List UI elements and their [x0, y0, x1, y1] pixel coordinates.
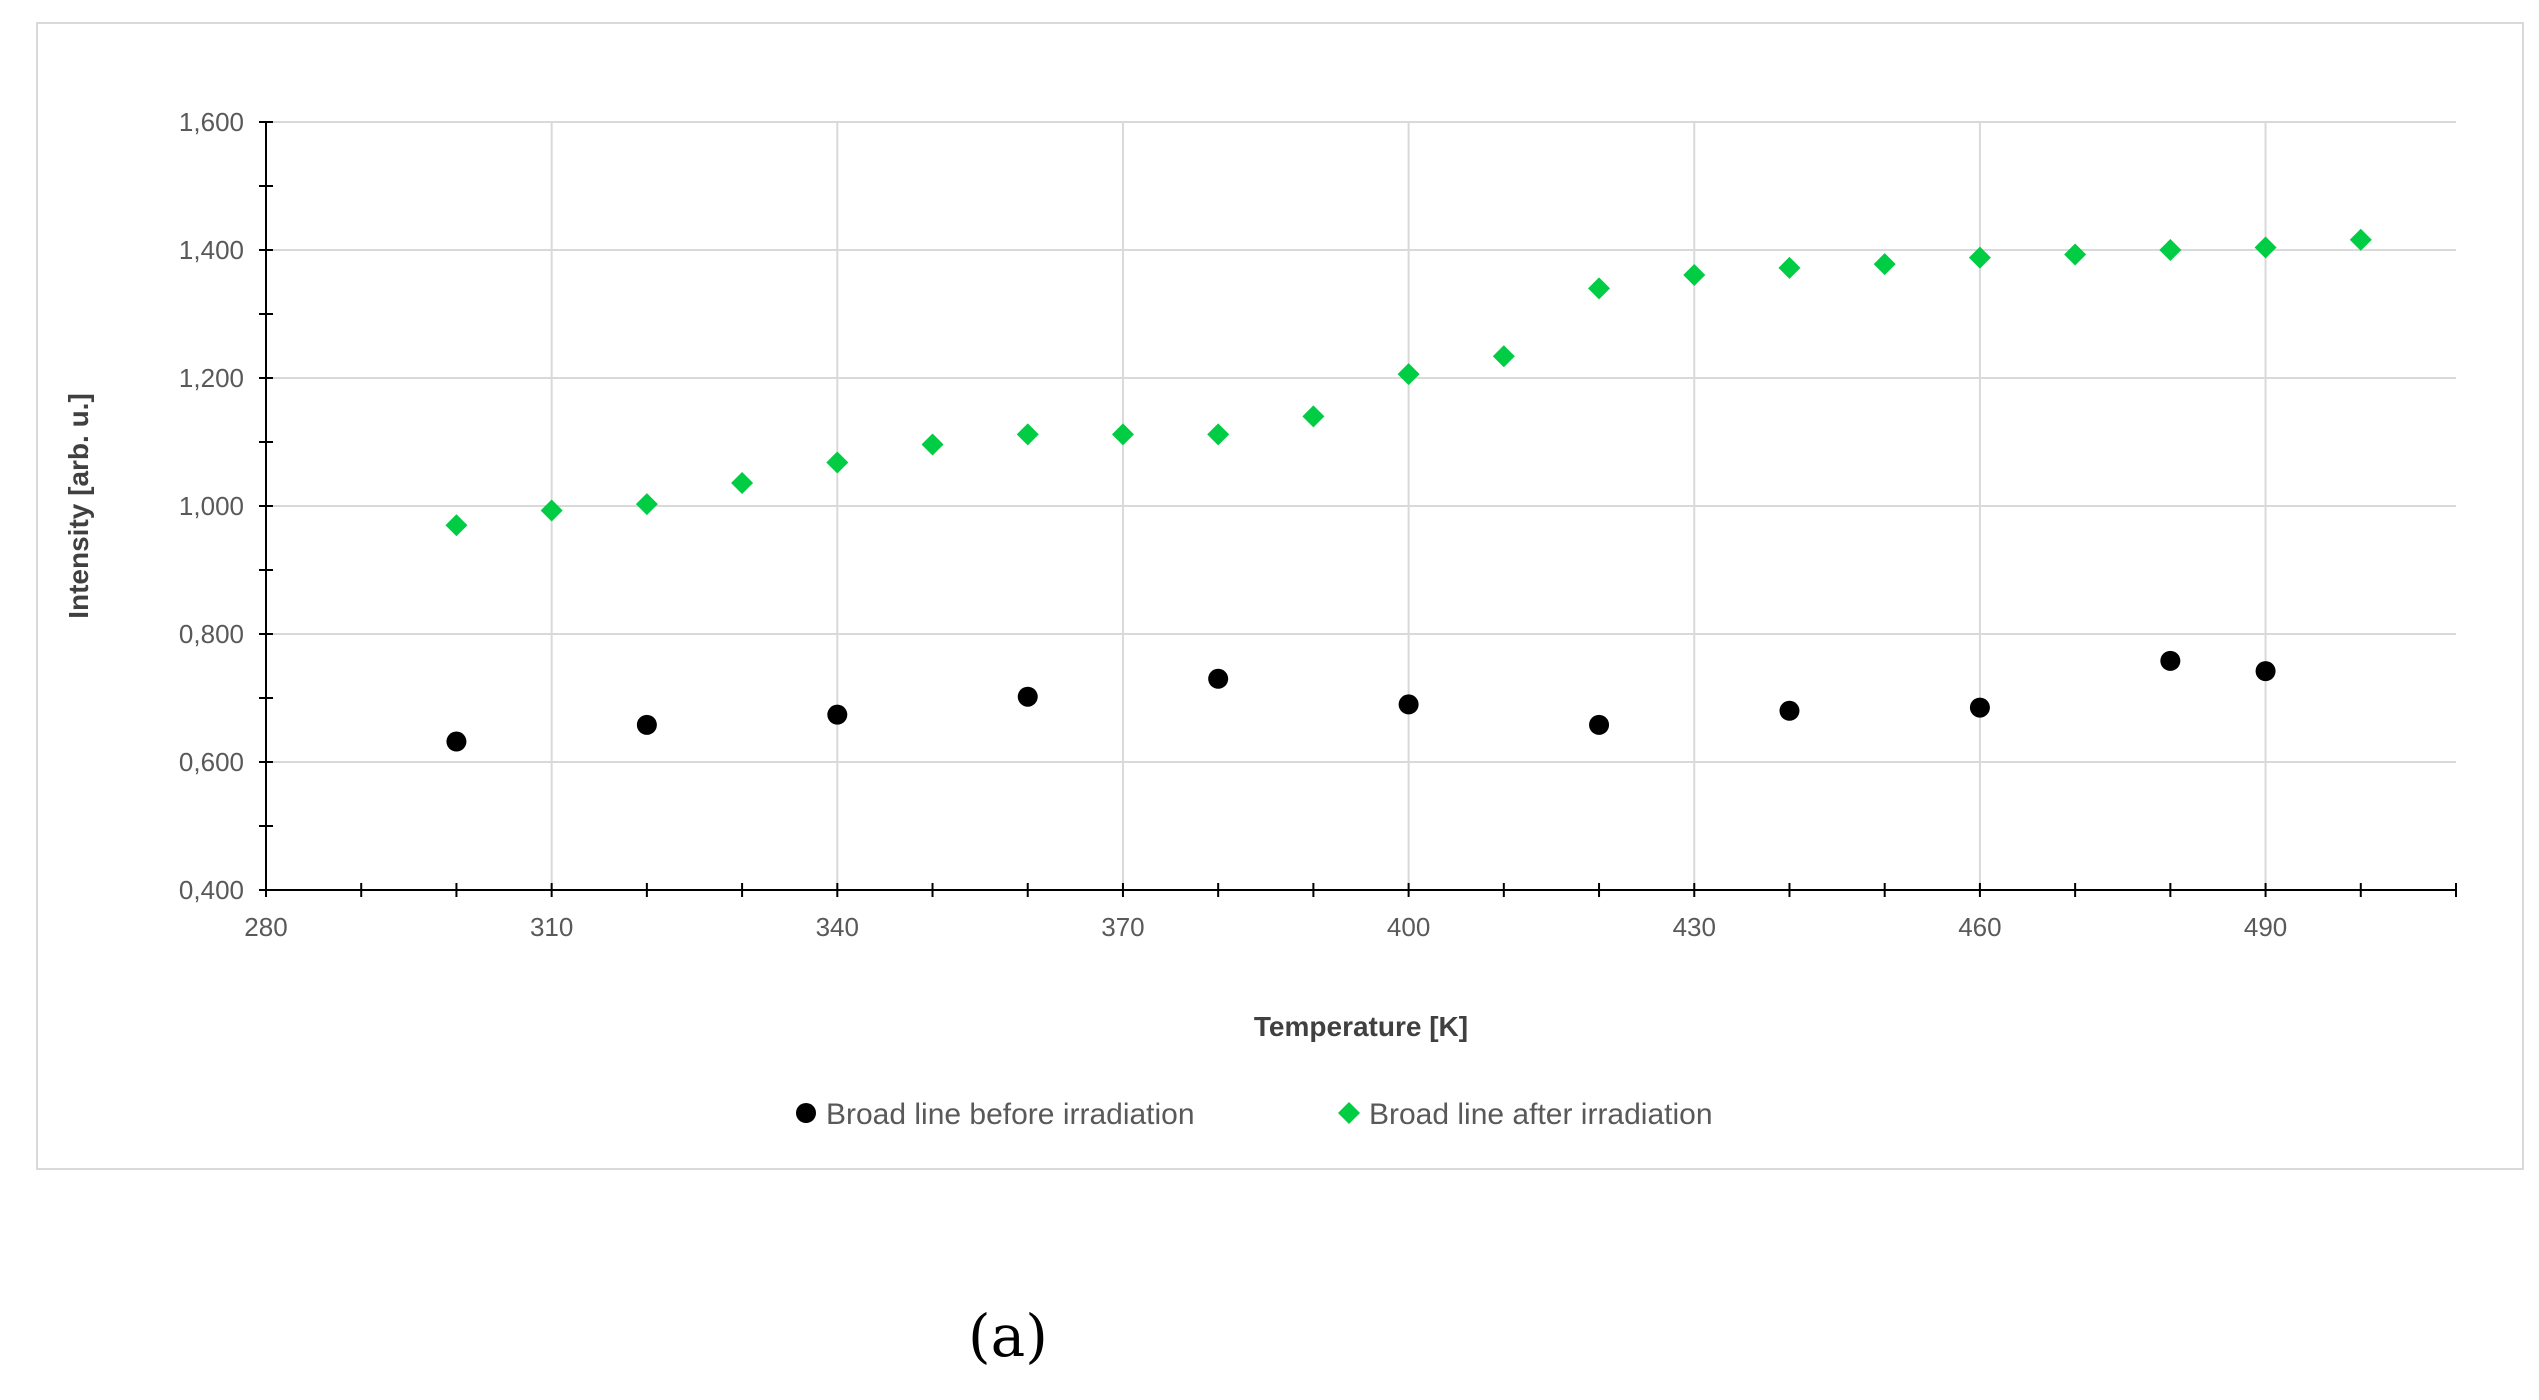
data-point-before [2255, 661, 2276, 682]
data-point-before [636, 714, 657, 735]
data-point-after [540, 499, 563, 522]
data-point-before [1589, 714, 1610, 735]
data-point-after [1302, 405, 1325, 428]
legend-marker [1338, 1102, 1360, 1124]
y-axis-title: Intensity [arb. u.] [63, 393, 94, 619]
axes [259, 121, 2457, 897]
x-tick-label: 310 [530, 912, 573, 942]
x-tick-label: 400 [1387, 912, 1430, 942]
legend-label: Broad line before irradiation [826, 1098, 1195, 1131]
legend-label: Broad line after irradiation [1369, 1098, 1713, 1131]
data-point-after [2254, 236, 2277, 259]
x-tick-label: 280 [244, 912, 287, 942]
scatter-chart: 280 310 340 370 400 430 460 490 0,400 0,600 0,800 1… [63, 107, 2457, 1131]
data-point-after [921, 433, 944, 456]
data-point-before [827, 704, 848, 725]
data-point-before [1969, 697, 1990, 718]
figure-caption: (a) [968, 1302, 1048, 1370]
data-point-before [2160, 650, 2181, 671]
x-tick-label: 370 [1101, 912, 1144, 942]
x-tick-label: 490 [2244, 912, 2287, 942]
y-tick-label: 1,400 [179, 235, 244, 265]
data-point-before [1208, 668, 1229, 689]
x-tick-label: 430 [1673, 912, 1716, 942]
data-point-after [1588, 277, 1611, 300]
x-axis-title: Temperature [K] [1254, 1011, 1468, 1042]
data-point-after [826, 451, 849, 474]
data-point-before [1779, 700, 1800, 721]
legend: Broad line before irradiation Broad line … [796, 1098, 1713, 1131]
data-point-after [1016, 423, 1039, 446]
data-point-after [1873, 253, 1896, 276]
data-point-after [635, 493, 658, 516]
data-point-before [1398, 694, 1419, 715]
data-point-after [1492, 345, 1515, 368]
y-tick-label: 0,800 [179, 619, 244, 649]
y-tick-label: 1,200 [179, 363, 244, 393]
data-point-after [731, 471, 754, 494]
legend-marker [796, 1103, 816, 1123]
y-tick-label: 1,000 [179, 491, 244, 521]
data-point-after [2159, 239, 2182, 261]
y-tick-label: 0,600 [179, 747, 244, 777]
y-tick-label: 1,600 [179, 107, 244, 137]
tick-labels: 280 310 340 370 400 430 460 490 0,400 0,600 0,800 1… [179, 107, 2287, 942]
data-point-after [1968, 246, 1991, 269]
data-point-after [445, 514, 468, 537]
data-point-after [1111, 423, 1134, 446]
data-point-after [2064, 243, 2087, 266]
x-tick-label: 340 [816, 912, 859, 942]
data-point-before [1017, 686, 1038, 707]
data-point-after [1397, 363, 1420, 386]
data-point-after [1207, 423, 1230, 446]
data-point-after [1778, 256, 1801, 279]
grid-lines [266, 121, 2456, 890]
chart-area: 280 310 340 370 400 430 460 490 0,400 0,600 0,800 1… [36, 22, 2524, 1170]
data-point-after [2349, 228, 2372, 251]
y-tick-label: 0,400 [179, 875, 244, 905]
data-point-after [1683, 263, 1706, 286]
data-points [445, 228, 2372, 752]
x-tick-label: 460 [1958, 912, 2001, 942]
data-point-before [446, 731, 467, 752]
